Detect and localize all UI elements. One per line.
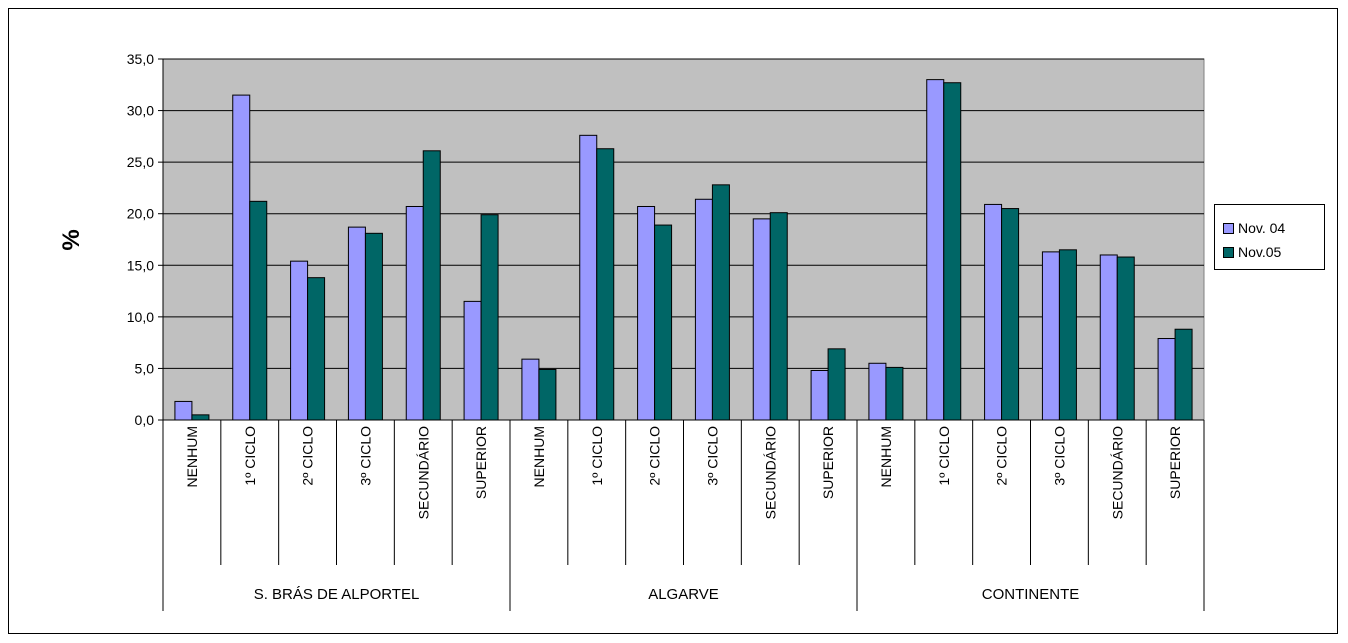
x-category-label: SECUNDÁRIO bbox=[1109, 426, 1125, 519]
x-category-label: 3º CICLO bbox=[1051, 426, 1067, 486]
bar-series-1 bbox=[405, 205, 424, 421]
legend-label-series-1: Nov. 04 bbox=[1238, 220, 1286, 236]
x-group-label: CONTINENTE bbox=[982, 586, 1080, 603]
y-tick-label: 20,0 bbox=[127, 206, 154, 222]
bar-series-1 bbox=[463, 300, 482, 421]
bar-series-2 bbox=[1001, 208, 1020, 421]
bar-series-2 bbox=[654, 224, 673, 421]
bar-series-1 bbox=[521, 358, 540, 421]
bar-series-2 bbox=[827, 348, 846, 421]
bar-series-2 bbox=[480, 214, 499, 421]
bar-series-2 bbox=[885, 366, 904, 421]
bars bbox=[174, 79, 1193, 421]
x-category-label: SECUNDÁRIO bbox=[415, 426, 431, 519]
y-tick-label: 10,0 bbox=[127, 309, 154, 325]
bar-series-2 bbox=[943, 82, 962, 421]
x-category-label: 1º CICLO bbox=[589, 426, 605, 486]
y-axis: 0,0 5,0 10,0 15,0 20,0 25,0 30,0 35,0 bbox=[127, 51, 164, 428]
bar-series-1 bbox=[1041, 251, 1060, 421]
y-tick-label: 25,0 bbox=[127, 154, 154, 170]
y-axis-label: % bbox=[58, 229, 85, 250]
legend-item-series-2: Nov.05 bbox=[1223, 243, 1281, 261]
x-category-label: 1º CICLO bbox=[936, 426, 952, 486]
legend-swatch-series-1 bbox=[1223, 222, 1234, 234]
bar-series-2 bbox=[711, 184, 730, 421]
bar-series-1 bbox=[694, 198, 713, 421]
x-group-label: ALGARVE bbox=[648, 586, 719, 603]
bar-series-1 bbox=[984, 203, 1003, 421]
x-category-label: 2º CICLO bbox=[994, 426, 1010, 486]
plot-area bbox=[162, 58, 1205, 421]
bar-series-2 bbox=[1058, 249, 1077, 421]
bar-series-2 bbox=[1174, 328, 1193, 421]
x-category-label: 1º CICLO bbox=[242, 426, 258, 486]
x-category-label: 2º CICLO bbox=[300, 426, 316, 486]
x-category-label: SUPERIOR bbox=[473, 426, 489, 499]
x-category-label: 3º CICLO bbox=[704, 426, 720, 486]
x-category-label: 3º CICLO bbox=[357, 426, 373, 486]
x-category-label: SUPERIOR bbox=[1167, 426, 1183, 499]
legend-item-series-1: Nov. 04 bbox=[1223, 219, 1285, 237]
bar-series-1 bbox=[810, 369, 829, 421]
legend: Nov. 04 Nov.05 bbox=[1214, 204, 1325, 270]
x-category-label: SECUNDÁRIO bbox=[762, 426, 778, 519]
x-group-label: S. BRÁS DE ALPORTEL bbox=[254, 586, 420, 603]
bar-series-1 bbox=[752, 218, 771, 421]
legend-label-series-2: Nov.05 bbox=[1238, 244, 1282, 260]
bar-series-1 bbox=[637, 205, 656, 421]
y-tick-label: 30,0 bbox=[127, 103, 154, 119]
bar-series-2 bbox=[538, 368, 557, 421]
legend-swatch-series-2 bbox=[1223, 246, 1234, 258]
bar-series-1 bbox=[1099, 254, 1118, 421]
bar-series-2 bbox=[249, 200, 268, 421]
bar-series-1 bbox=[347, 226, 366, 421]
y-tick-label: 0,0 bbox=[135, 412, 155, 428]
bar-series-2 bbox=[191, 414, 210, 421]
x-category-label: SUPERIOR bbox=[820, 426, 836, 499]
y-tick-label: 35,0 bbox=[127, 51, 154, 67]
bar-series-2 bbox=[364, 232, 383, 421]
gridlines bbox=[163, 58, 1204, 369]
bar-series-1 bbox=[232, 94, 251, 421]
y-tick-label: 5,0 bbox=[135, 360, 155, 376]
bar-series-2 bbox=[307, 277, 326, 421]
y-tick-label: 15,0 bbox=[127, 257, 154, 273]
bar-series-2 bbox=[1116, 256, 1135, 421]
bar-series-1 bbox=[579, 134, 598, 421]
bar-series-1 bbox=[174, 400, 193, 421]
bar-series-2 bbox=[769, 212, 788, 421]
x-category-label: 2º CICLO bbox=[647, 426, 663, 486]
x-axis: NENHUM 1º CICLO 2º CICLO 3º CICLO SECUNDÁRIO… bbox=[162, 419, 1205, 611]
bar-series-2 bbox=[422, 150, 441, 421]
x-category-label: NENHUM bbox=[184, 426, 200, 487]
bar-series-1 bbox=[290, 260, 309, 421]
x-category-label: NENHUM bbox=[878, 426, 894, 487]
bar-series-1 bbox=[926, 79, 945, 421]
bar-series-1 bbox=[868, 362, 887, 421]
plot-background bbox=[162, 58, 1205, 421]
bar-series-2 bbox=[596, 148, 615, 421]
bar-series-1 bbox=[1157, 338, 1176, 421]
x-category-label: NENHUM bbox=[531, 426, 547, 487]
